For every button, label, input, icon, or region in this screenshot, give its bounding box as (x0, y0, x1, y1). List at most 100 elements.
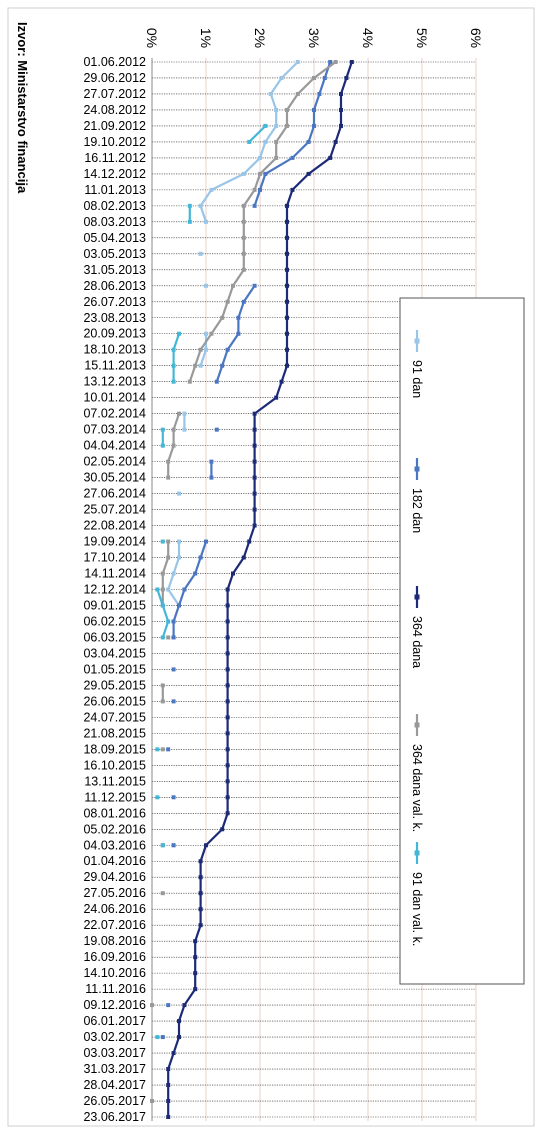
data-point (160, 891, 165, 896)
date-tick-label: 04.03.2016 (83, 838, 146, 852)
series-line (199, 333, 208, 367)
date-tick-label: 08.03.2013 (83, 215, 146, 229)
series-line (248, 125, 267, 143)
legend-label: 91 dan val. k. (410, 872, 424, 946)
data-point (160, 539, 165, 544)
value-tick-label: 2% (252, 28, 268, 48)
date-tick-label: 16.09.2016 (83, 950, 146, 964)
data-point (198, 251, 203, 256)
series-3 (150, 60, 338, 1104)
value-tick-labels: 0% 1% 2% 3% 4% 5% 6% (144, 28, 484, 48)
series-4 (155, 123, 268, 1040)
date-tick-label: 14.11.2014 (84, 567, 146, 581)
data-point (155, 795, 160, 800)
series-line (172, 541, 208, 638)
date-tick-label: 14.12.2012 (83, 167, 146, 181)
series-line (167, 61, 353, 1117)
date-tick-label: 02.05.2014 (83, 455, 146, 469)
date-tick-label: 24.06.2016 (83, 902, 146, 916)
date-tick-label: 27.05.2016 (83, 886, 146, 900)
legend: 91 dan 182 dan 364 dana 364 dana val. k. 91 … (399, 297, 525, 985)
date-tick-label: 08.01.2016 (83, 806, 146, 820)
date-tick-label: 16.11.2012 (84, 151, 146, 165)
date-tick-label: 25.07.2014 (83, 503, 146, 517)
data-point (166, 635, 171, 640)
date-tick-label: 05.04.2013 (83, 231, 146, 245)
date-tick-label: 26.06.2015 (83, 694, 146, 708)
date-tick-label: 23.08.2013 (83, 311, 146, 325)
date-tick-label: 04.04.2014 (83, 439, 146, 453)
legend-label: 91 dan (410, 360, 424, 398)
date-tick-label: 28.06.2013 (83, 279, 146, 293)
data-point (155, 1035, 160, 1040)
series-layer (150, 60, 354, 1119)
date-tick-label: 30.05.2014 (83, 471, 146, 485)
date-tick-label: 27.06.2014 (83, 487, 146, 501)
series-2 (166, 60, 354, 1119)
date-tick-label: 29.05.2015 (83, 678, 146, 692)
value-tick-label: 1% (198, 28, 214, 48)
date-tick-label: 24.08.2012 (83, 103, 146, 117)
value-tick-label: 0% (144, 28, 160, 48)
series-line (156, 589, 170, 638)
date-tick-label: 20.09.2013 (83, 327, 146, 341)
data-point (166, 1003, 171, 1008)
series-line (166, 541, 181, 607)
date-tick-label: 08.02.2013 (83, 199, 146, 213)
date-tick-label: 09.01.2015 (83, 598, 146, 612)
date-tick-label: 16.10.2015 (83, 758, 146, 772)
date-tick-label: 18.10.2013 (83, 343, 146, 357)
date-tick-label: 06.03.2015 (83, 630, 146, 644)
value-tick-label: 5% (414, 28, 430, 48)
series-line (215, 285, 256, 383)
data-point (171, 699, 176, 704)
data-point (160, 843, 165, 848)
date-tick-label: 29.04.2016 (83, 870, 146, 884)
date-tick-label: 01.04.2016 (83, 854, 146, 868)
legend-swatch-marker (414, 338, 420, 344)
date-tick-label: 03.04.2015 (83, 646, 146, 660)
date-tick-label: 06.01.2017 (83, 1014, 146, 1028)
data-point (160, 747, 165, 752)
data-point (171, 667, 176, 672)
date-tick-labels: 01.06.2012 29.06.2012 27.07.2012 24.08.2012… (83, 55, 146, 1124)
chart-border (7, 7, 535, 1127)
date-tick-label: 31.03.2017 (83, 1062, 146, 1076)
value-tick-label: 3% (306, 28, 322, 48)
date-tick-label: 10.01.2014 (83, 391, 146, 405)
legend-swatch-marker (414, 466, 420, 472)
date-tick-label: 03.02.2017 (83, 1030, 146, 1044)
date-tick-label: 12.12.2014 (83, 583, 146, 597)
date-tick-label: 18.09.2015 (83, 742, 146, 756)
date-tick-label: 19.10.2012 (83, 135, 146, 149)
data-point (214, 427, 219, 432)
legend-swatch-marker (414, 722, 420, 728)
data-point (166, 747, 171, 752)
value-tick-label: 4% (360, 28, 376, 48)
legend-swatch-marker (414, 594, 420, 600)
date-tick-label: 22.07.2016 (83, 918, 146, 932)
date-tick-label: 31.05.2013 (83, 263, 146, 277)
date-tick-label: 11.01.2013 (84, 183, 146, 197)
date-tick-label: 01.06.2012 (83, 55, 146, 69)
date-tick-label: 24.07.2015 (83, 710, 146, 724)
data-point (177, 491, 181, 496)
series-line (199, 61, 299, 223)
source-note: Izvor: Ministarstvo financija (15, 22, 30, 194)
date-tick-label: 21.08.2015 (83, 726, 146, 740)
legend-label: 364 dana val. k. (410, 744, 424, 832)
date-tick-label: 06.02.2015 (83, 614, 146, 628)
date-tick-label: 29.06.2012 (83, 71, 146, 85)
data-point (150, 1003, 154, 1008)
value-tick-label: 6% (468, 28, 484, 48)
date-tick-label: 07.02.2014 (83, 407, 146, 421)
date-tick-label: 01.05.2015 (83, 662, 146, 676)
date-tick-label: 19.09.2014 (83, 535, 146, 549)
data-point (204, 283, 208, 288)
date-tick-label: 21.09.2012 (83, 119, 146, 133)
data-point (150, 1099, 154, 1104)
date-tick-label: 14.10.2016 (83, 966, 146, 980)
series-line (167, 413, 181, 478)
date-tick-label: 23.06.2017 (83, 1110, 146, 1124)
